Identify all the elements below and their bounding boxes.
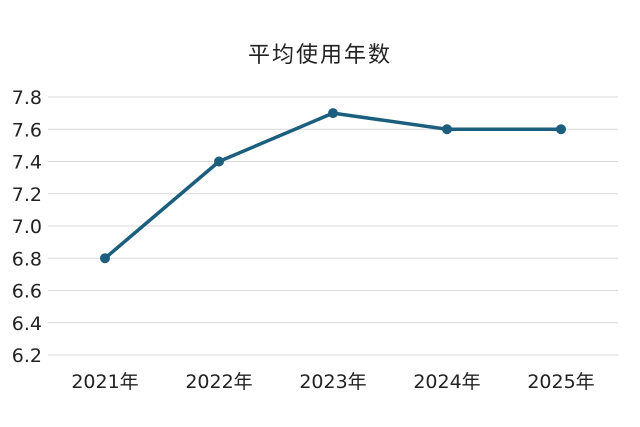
data-point bbox=[214, 156, 224, 167]
y-tick-label: 6.4 bbox=[12, 313, 42, 335]
y-tick-label: 7.4 bbox=[12, 152, 42, 174]
x-tick-label: 2023年 bbox=[299, 371, 366, 393]
y-tick-label: 6.6 bbox=[12, 281, 42, 303]
series-line-group bbox=[100, 108, 566, 264]
x-tick-label: 2021年 bbox=[71, 371, 138, 393]
gridlines bbox=[48, 96, 618, 356]
y-tick-label: 6.8 bbox=[12, 248, 42, 270]
data-point bbox=[442, 124, 452, 135]
y-tick-label: 6.2 bbox=[12, 345, 42, 367]
data-point bbox=[100, 253, 110, 264]
series-line bbox=[103, 111, 563, 260]
x-tick-label: 2024年 bbox=[413, 371, 480, 393]
data-point bbox=[328, 108, 338, 119]
x-tick-label: 2025年 bbox=[527, 371, 594, 393]
y-tick-label: 7.8 bbox=[12, 87, 42, 109]
y-tick-label: 7.6 bbox=[12, 119, 42, 141]
x-tick-label: 2022年 bbox=[185, 371, 252, 393]
data-point bbox=[556, 124, 566, 135]
y-axis-tick-labels: 6.2 6.4 6.6 6.8 7.0 7.2 7.4 7.6 7.8 bbox=[12, 87, 42, 367]
y-tick-label: 7.0 bbox=[12, 216, 42, 238]
chart-title: 平均使用年数 bbox=[248, 43, 392, 68]
x-axis-tick-labels: 2021年 2022年 2023年 2024年 2025年 bbox=[71, 371, 594, 393]
y-tick-label: 7.2 bbox=[12, 184, 42, 206]
